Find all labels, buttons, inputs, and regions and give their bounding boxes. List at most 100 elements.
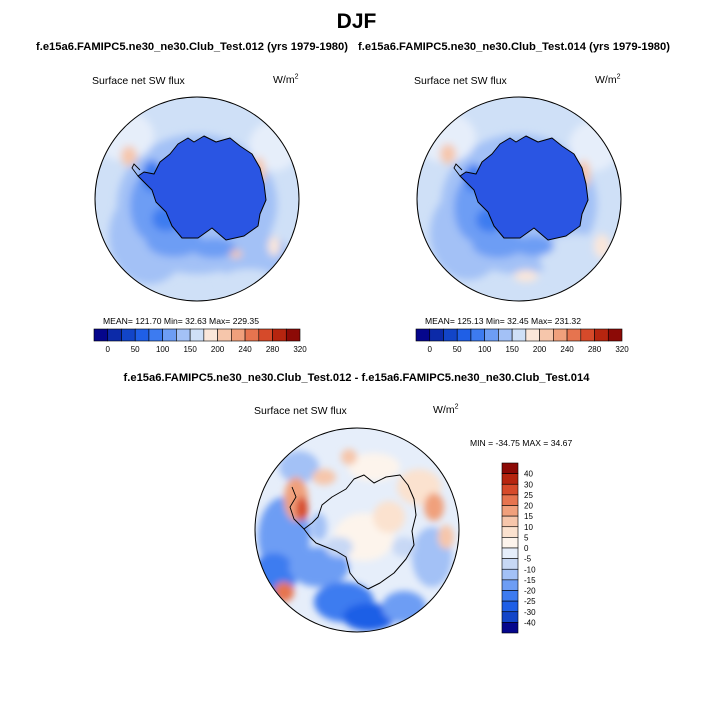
diff-colorbar-label: 15: [524, 512, 533, 521]
diff-colorbar-label: 30: [524, 480, 533, 489]
panel-a-colorbar-boxes: [93, 328, 301, 342]
panel-b-map-border: [416, 96, 622, 302]
panel-b-colorbar-box: [498, 328, 513, 342]
panel-b-colorbar-boxes: [415, 328, 623, 342]
diff-peninsula: [289, 486, 305, 530]
diff-colorbar-label: -20: [524, 587, 536, 596]
panel-b-colorbar-box: [443, 328, 458, 342]
diff-colorbar-label: -5: [524, 555, 532, 564]
diff-colorbar-label: -15: [524, 576, 536, 585]
panel-a-colorbar-label: 0: [106, 345, 111, 354]
panel-b-stats: MEAN= 125.13 Min= 32.45 Max= 231.32: [425, 316, 581, 326]
panel-a-peninsula: [131, 163, 141, 177]
panel-a-colorbar-box: [285, 328, 301, 342]
diff-colorbar-box: [501, 473, 519, 485]
panel-a-colorbar-label: 280: [266, 345, 280, 354]
panel-a-antarctica: [137, 135, 267, 241]
diff-units-base: W/m: [433, 404, 455, 416]
figure-title: DJF: [336, 10, 377, 33]
diff-colorbar-box: [501, 494, 519, 506]
diff-colorbar-box: [501, 526, 519, 538]
panel-a-colorbar-label: 100: [156, 345, 170, 354]
diff-colorbar-box: [501, 622, 519, 634]
diff-colorbar-box: [501, 579, 519, 591]
panel-a-colorbar-box: [231, 328, 246, 342]
diff-map-border: [254, 427, 460, 633]
panel-b-colorbar-labels: 0 50 100 150 200 240 280 320: [428, 345, 630, 354]
diff-colorbar-boxes: [501, 462, 519, 634]
diff-colorbar-box: [501, 611, 519, 623]
panel-a-colorbar-box: [272, 328, 287, 342]
diff-units: W/m2: [433, 403, 459, 417]
panel-a-colorbar-box: [258, 328, 273, 342]
panel-a-colorbar-label: 150: [183, 345, 197, 354]
panel-b-colorbar-box: [470, 328, 485, 342]
diff-colorbar-box: [501, 515, 519, 528]
difference-title: f.e15a6.FAMIPC5.ne30_ne30.Club_Test.012 …: [123, 372, 590, 384]
diff-colorbar-box: [501, 558, 519, 570]
panel-a-units-exp: 2: [294, 73, 299, 81]
panel-a-variable: Surface net SW flux: [92, 75, 185, 87]
diff-colorbar-label: 10: [524, 523, 533, 532]
panel-b-peninsula: [453, 163, 463, 177]
diff-colorbar-box: [501, 600, 519, 613]
diff-colorbar-label: -25: [524, 597, 536, 606]
panel-b-colorbar-box: [566, 328, 582, 342]
diff-colorbar-label: 5: [524, 533, 529, 542]
panel-b-colorbar-box: [484, 328, 499, 342]
panel-a-units: W/m2: [273, 73, 299, 87]
panel-a-map: [94, 96, 300, 302]
panel-b-colorbar-box: [607, 328, 623, 342]
panel-b-colorbar-box: [511, 328, 527, 342]
panel-a-colorbar-label: 240: [238, 345, 252, 354]
diff-units-exp: 2: [454, 403, 459, 411]
diff-colorbar-label: -30: [524, 608, 536, 617]
panel-b-variable: Surface net SW flux: [414, 75, 507, 87]
panel-a-stats: MEAN= 121.70 Min= 32.63 Max= 229.35: [103, 316, 259, 326]
panel-b-units-base: W/m: [595, 74, 617, 86]
panel-b-units-exp: 2: [616, 73, 621, 81]
panel-a-colorbar-box: [107, 328, 122, 342]
panel-a-colorbar-box: [217, 328, 232, 342]
panel-a-colorbar-box: [176, 328, 191, 342]
diff-map: [254, 427, 460, 633]
panel-b-colorbar-label: 240: [560, 345, 574, 354]
diff-colorbar-label: 25: [524, 491, 533, 500]
panel-b-colorbar-box: [415, 328, 431, 342]
panel-a-colorbar: 0 50 100 150 200 240 280 320: [93, 328, 307, 354]
panel-b-antarctica: [459, 135, 589, 241]
panel-a-colorbar-box: [121, 328, 136, 342]
diff-colorbar-box: [501, 483, 519, 496]
panel-b-colorbar-label: 150: [505, 345, 519, 354]
run-b-title: f.e15a6.FAMIPC5.ne30_ne30.Club_Test.014 …: [358, 41, 670, 53]
panel-b-map: [416, 96, 622, 302]
panel-a-colorbar-box: [134, 328, 150, 342]
diff-colorbar-box: [501, 568, 519, 581]
panel-b-colorbar-box: [594, 328, 609, 342]
diff-stats: MIN = -34.75 MAX = 34.67: [470, 438, 573, 448]
panel-b-units: W/m2: [595, 73, 621, 87]
panel-b-colorbar-label: 320: [615, 345, 629, 354]
run-a-title: f.e15a6.FAMIPC5.ne30_ne30.Club_Test.012 …: [36, 41, 348, 53]
diff-colorbar-label: -40: [524, 618, 536, 627]
panel-a-colorbar-label: 50: [131, 345, 140, 354]
panel-a-colorbar-label: 320: [293, 345, 307, 354]
diff-colorbar-label: 0: [524, 544, 529, 553]
panel-a-colorbar-box: [162, 328, 177, 342]
diff-colorbar-box: [501, 505, 519, 517]
panel-a-colorbar-box: [189, 328, 205, 342]
panel-b-colorbar-label: 280: [588, 345, 602, 354]
diff-colorbar-box: [501, 590, 519, 602]
panel-a-colorbar-box: [203, 328, 218, 342]
panel-b-colorbar-label: 50: [453, 345, 462, 354]
panel-b-colorbar-label: 200: [533, 345, 547, 354]
panel-b-colorbar-box: [580, 328, 595, 342]
diff-antarctica-outline: [303, 474, 417, 590]
diff-colorbar-box: [501, 462, 519, 474]
panel-b-colorbar: 0 50 100 150 200 240 280 320: [415, 328, 629, 354]
diff-colorbar-box: [501, 547, 519, 559]
panel-a-colorbar-box: [244, 328, 260, 342]
panel-a-colorbar-labels: 0 50 100 150 200 240 280 320: [106, 345, 308, 354]
panel-b-colorbar-box: [456, 328, 472, 342]
